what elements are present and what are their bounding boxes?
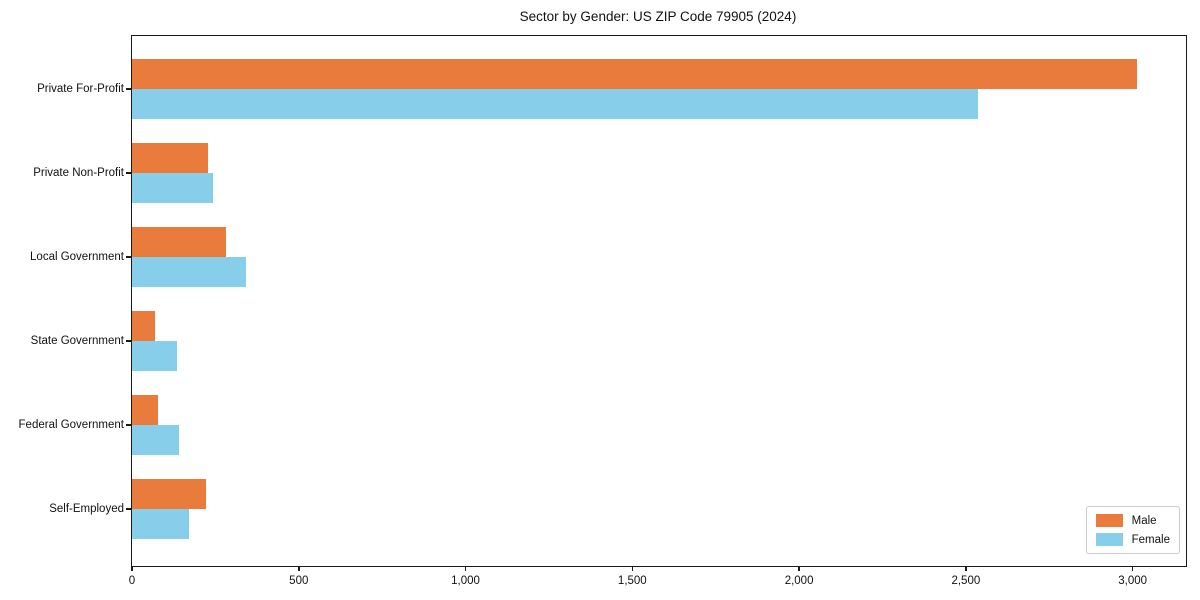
bar-male-state-government <box>132 311 156 341</box>
y-tick-label-state-government: State Government <box>30 335 124 347</box>
x-axis-tick <box>1131 566 1134 571</box>
legend-entry-male: Male <box>1095 514 1170 527</box>
x-tick-label-3-000: 3,000 <box>1118 575 1148 587</box>
y-tick-label-private-for-profit: Private For-Profit <box>37 83 124 95</box>
bar-female-private-non-profit <box>132 173 214 203</box>
legend-label-male: Male <box>1131 514 1157 527</box>
y-axis-tick <box>125 508 131 510</box>
legend-swatch-male-icon <box>1095 514 1123 527</box>
legend-label-female: Female <box>1131 533 1170 546</box>
x-axis-tick <box>464 566 467 571</box>
x-tick-label-2-000: 2,000 <box>784 575 814 587</box>
y-tick-label-federal-government: Federal Government <box>18 419 124 431</box>
legend-entry-female: Female <box>1095 533 1170 546</box>
bar-female-private-for-profit <box>132 89 978 119</box>
x-axis-tick <box>798 566 800 571</box>
bar-male-self-employed <box>132 479 207 509</box>
legend-swatch-female-icon <box>1095 533 1123 546</box>
y-axis-tick <box>125 256 131 258</box>
bar-female-local-government <box>132 257 247 287</box>
x-axis-tick <box>631 566 634 571</box>
x-axis-tick <box>131 566 133 571</box>
plot-area: Male Female Private For-Profit Private No… <box>19 35 1187 587</box>
bar-male-private-non-profit <box>132 143 209 173</box>
bar-female-self-employed <box>132 509 190 539</box>
x-tick-label-2-500: 2,500 <box>951 575 981 587</box>
legend: Male Female <box>1085 506 1180 554</box>
bar-male-federal-government <box>132 395 159 425</box>
y-axis-tick <box>125 340 131 342</box>
bar-male-local-government <box>132 227 227 257</box>
x-axis-tick <box>965 566 967 571</box>
bar-female-state-government <box>132 341 178 371</box>
x-tick-label-500: 500 <box>289 575 309 587</box>
chart-title: Sector by Gender: US ZIP Code 79905 (202… <box>519 9 797 24</box>
y-axis-tick <box>125 424 131 426</box>
x-tick-label-1-500: 1,500 <box>617 575 647 587</box>
y-tick-label-local-government: Local Government <box>30 251 124 263</box>
y-axis-tick <box>125 88 131 90</box>
y-tick-label-self-employed: Self-Employed <box>49 503 124 515</box>
x-axis-tick <box>297 566 300 571</box>
x-tick-label-1-000: 1,000 <box>451 575 480 587</box>
bar-male-private-for-profit <box>132 59 1137 89</box>
y-tick-label-private-non-profit: Private Non-Profit <box>33 167 124 179</box>
bar-female-federal-government <box>132 425 180 455</box>
x-tick-label-0: 0 <box>128 575 136 587</box>
y-axis-tick <box>125 172 131 174</box>
